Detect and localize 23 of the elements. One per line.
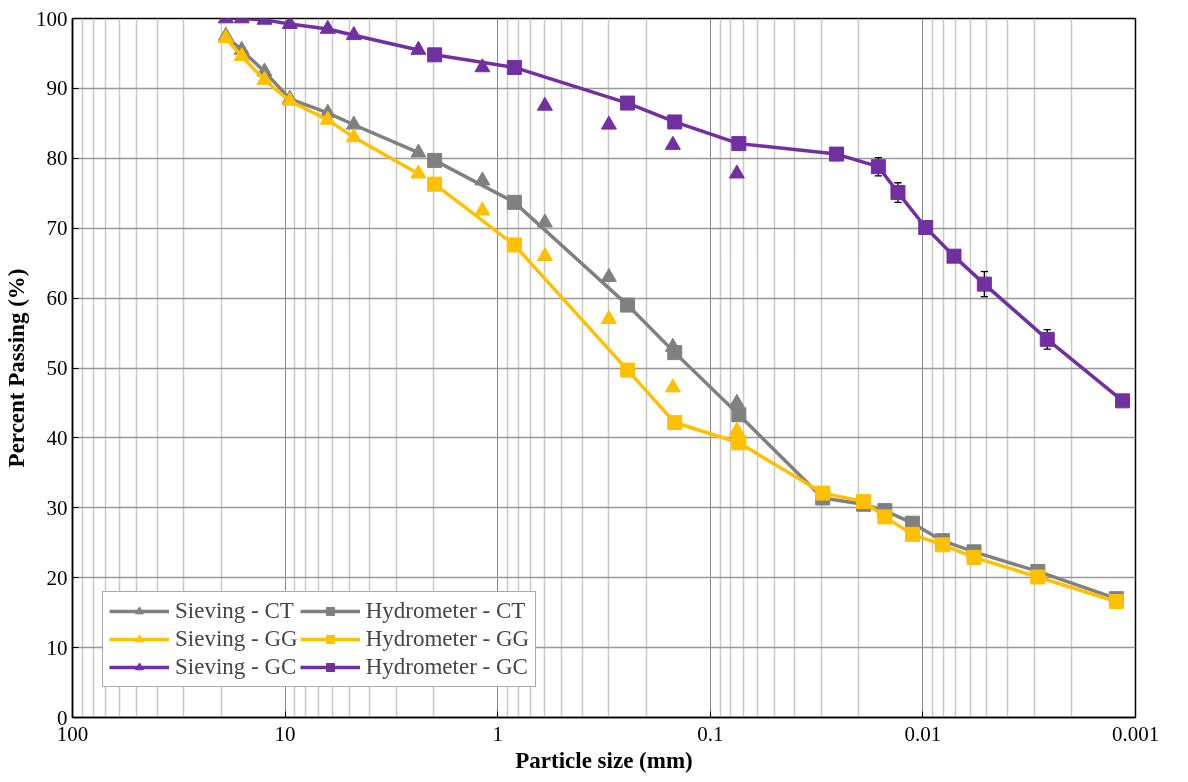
x-tick-label: 1 xyxy=(492,721,503,746)
y-tick-label: 70 xyxy=(46,216,68,241)
y-tick-label: 50 xyxy=(46,356,68,380)
x-tick-label: 10 xyxy=(274,721,296,746)
y-axis-title: Percent Passing (%) xyxy=(4,268,29,468)
legend-label: Sieving - GG xyxy=(175,626,298,652)
y-tick-label: 30 xyxy=(46,495,68,520)
y-tick-label: 80 xyxy=(46,146,68,171)
legend-label: Hydrometer - GC xyxy=(365,654,528,680)
x-tick-label: 0.001 xyxy=(1111,721,1160,746)
x-axis-title: Particle size (mm) xyxy=(515,747,693,773)
x-tick-label: 0.01 xyxy=(904,721,942,746)
legend-label: Hydrometer - CT xyxy=(365,598,526,624)
x-tick-label: 0.1 xyxy=(697,721,724,746)
y-tick-label: 100 xyxy=(36,6,68,31)
y-tick-label: 20 xyxy=(46,565,68,590)
y-tick-label: 10 xyxy=(46,635,68,660)
legend-label: Hydrometer - GG xyxy=(365,626,530,652)
legend-label: Sieving - CT xyxy=(175,598,294,624)
y-tick-label: 60 xyxy=(46,286,68,311)
y-tick-label: 40 xyxy=(46,425,68,450)
y-tick-label: 90 xyxy=(46,76,68,101)
legend-label: Sieving - GC xyxy=(175,654,297,680)
